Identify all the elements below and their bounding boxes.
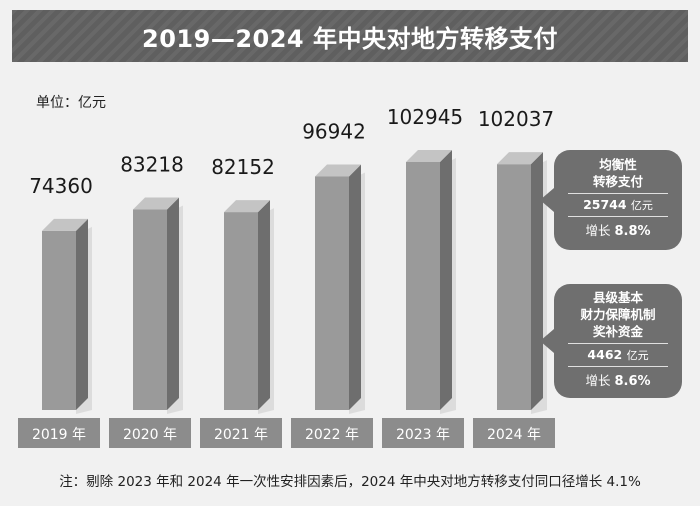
callout-pointer (540, 188, 554, 212)
callout-name-line: 转移支付 (592, 174, 643, 189)
category-label: 2023 年 (396, 427, 450, 443)
bar-value-label: 74360 (29, 174, 93, 198)
category-label-box (109, 418, 191, 448)
footnote: 注：剔除 2023 年和 2024 年一次性安排因素后，2024 年中央对地方转… (59, 474, 641, 490)
callout-amount-value: 4462 (587, 347, 623, 362)
callout-growth-value: 8.6% (614, 374, 651, 389)
category-label-box (382, 418, 464, 448)
callout-amount: 4462 亿元 (554, 347, 682, 363)
bar-side (258, 200, 270, 410)
bar-value-label: 82152 (211, 155, 275, 179)
bar-top (133, 197, 179, 210)
category-label: 2021 年 (214, 427, 268, 443)
bar-side (167, 197, 179, 410)
callout-name-line: 县级基本 (592, 290, 643, 305)
bar-value-label: 102945 (387, 105, 463, 129)
bar-top (42, 218, 88, 231)
bar-side (349, 164, 361, 410)
chart-title: 2019—2024 年中央对地方转移支付 (142, 24, 558, 53)
callout-growth-prefix: 增长 (585, 373, 611, 388)
callout-growth: 增长 8.6% (554, 370, 682, 389)
bar-top (315, 164, 361, 177)
callout-growth: 增长 8.8% (554, 220, 682, 239)
bar-value-label: 102037 (478, 107, 554, 131)
callout-name-line: 奖补资金 (592, 324, 643, 339)
bar-front (133, 209, 167, 410)
category-label: 2024 年 (487, 427, 541, 443)
bar-front (224, 212, 258, 410)
title-banner: 2019—2024 年中央对地方转移支付 (12, 10, 688, 62)
bar-front (315, 176, 349, 410)
callout-amount-value: 25744 (583, 197, 627, 212)
bar-front (42, 230, 76, 410)
bar-side (76, 218, 88, 410)
bar-top (497, 152, 543, 165)
category-label: 2020 年 (123, 427, 177, 443)
callout-equalization-transfer: 均衡性 转移支付 25744 亿元 增长 8.8% (540, 150, 682, 250)
callout-growth-value: 8.8% (614, 224, 651, 239)
callout-amount: 25744 亿元 (554, 197, 682, 213)
bar-front (497, 164, 531, 410)
bar-chart: 74360 2019 年 83218 2020 年 82152 2021 年 96942 20… (18, 105, 555, 448)
bar-value-label: 83218 (120, 153, 184, 177)
unit-label: 单位：亿元 (36, 95, 106, 111)
callout-name-line: 均衡性 (599, 157, 637, 172)
category-label: 2019 年 (32, 427, 86, 443)
category-label-box (473, 418, 555, 448)
callout-divider (568, 193, 668, 194)
category-label-box (291, 418, 373, 448)
callout-divider (568, 366, 668, 367)
category-label-box (200, 418, 282, 448)
callout-pointer (540, 329, 554, 353)
bar-front (406, 161, 440, 410)
category-label-box (18, 418, 100, 448)
callout-growth-prefix: 增长 (585, 223, 611, 238)
bar-top (224, 200, 270, 213)
callout-county-guarantee-fund: 县级基本 财力保障机制 奖补资金 4462 亿元 增长 8.6% (540, 284, 682, 398)
callout-divider (568, 216, 668, 217)
bar-top (406, 149, 452, 162)
bar-value-label: 96942 (302, 119, 366, 143)
bar-side (440, 149, 452, 410)
callout-amount-unit: 亿元 (626, 349, 649, 362)
callout-name-line: 财力保障机制 (580, 307, 656, 322)
callout-divider (568, 343, 668, 344)
callout-amount-unit: 亿元 (630, 199, 653, 212)
category-label: 2022 年 (305, 427, 359, 443)
